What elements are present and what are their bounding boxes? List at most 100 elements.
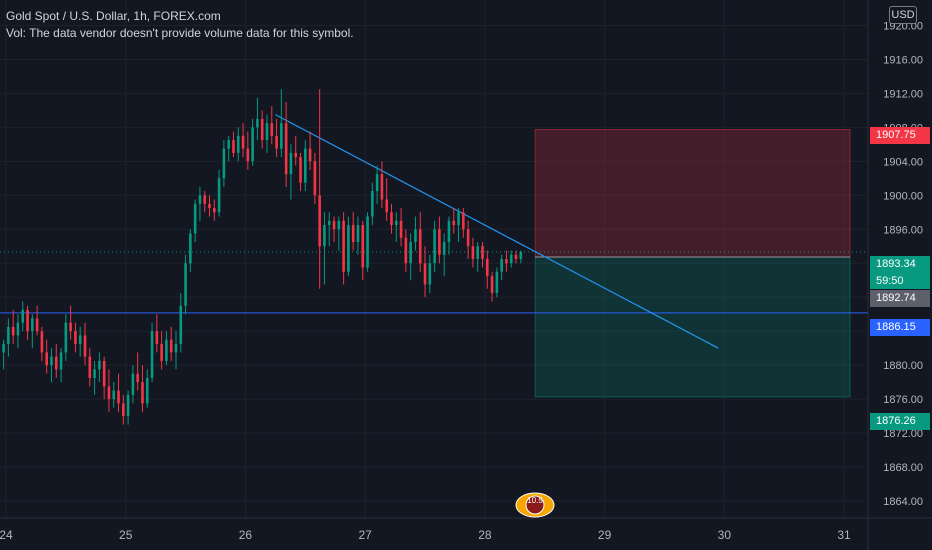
candle-body — [184, 263, 187, 306]
event-badge-label: 10.5 — [527, 496, 543, 505]
candle-body — [145, 377, 149, 404]
x-tick-label: 28 — [478, 528, 492, 542]
target-upper-price-label: 1907.75 — [870, 127, 930, 144]
candle-body — [193, 203, 197, 234]
candle-body — [299, 157, 302, 183]
candle-body — [289, 152, 293, 175]
stop-loss-zone — [534, 129, 851, 258]
candle-body — [390, 212, 393, 226]
candle-body — [236, 135, 240, 153]
candle-body — [481, 246, 484, 259]
candle-body — [385, 199, 389, 213]
candle-body — [399, 220, 403, 238]
candle-body — [361, 225, 365, 268]
candle-body — [69, 322, 72, 332]
candle-body — [303, 148, 307, 183]
candle-body — [150, 331, 154, 378]
candle-body — [519, 251, 523, 259]
candle-body — [332, 220, 336, 230]
y-tick-label: 1912.00 — [883, 88, 923, 100]
candle-body — [16, 322, 20, 336]
y-tick-label: 1872.00 — [883, 428, 923, 440]
candle-body — [222, 148, 226, 179]
candle-body — [375, 174, 379, 192]
candle-body — [122, 403, 125, 417]
candle-body — [54, 356, 58, 370]
candle-body — [471, 246, 475, 259]
x-tick-label: 31 — [837, 528, 851, 542]
candle-body — [380, 174, 384, 200]
candle-body — [457, 212, 460, 226]
candle-body — [342, 220, 345, 272]
candle-body — [98, 360, 101, 370]
candle-body — [78, 335, 82, 344]
x-tick-label: 24 — [0, 528, 13, 542]
candles-layer — [2, 89, 523, 425]
take-profit-zone — [534, 256, 851, 398]
x-tick-label: 29 — [598, 528, 612, 542]
bar-countdown-label: 59:50 — [870, 273, 930, 289]
candle-body — [490, 275, 494, 293]
candle-body — [136, 373, 139, 383]
candle-body — [371, 191, 374, 217]
candle-body — [428, 263, 432, 285]
candle-body — [409, 242, 412, 264]
candle-body — [505, 259, 508, 264]
candle-body — [7, 326, 10, 344]
y-tick-label: 1864.00 — [883, 496, 923, 508]
candle-body — [189, 233, 192, 264]
candle-body — [232, 140, 235, 153]
candle-body — [26, 309, 29, 332]
candle-body — [203, 195, 207, 204]
volume-note: Vol: The data vendor doesn't provide vol… — [6, 26, 354, 40]
candle-body — [337, 220, 341, 230]
y-tick-label: 1880.00 — [883, 360, 923, 372]
candle-body — [318, 195, 321, 247]
entry-price-label: 1892.74 — [870, 290, 930, 307]
candle-body — [394, 220, 398, 226]
candle-body — [126, 394, 130, 417]
y-tick-label: 1916.00 — [883, 54, 923, 66]
candle-body — [308, 148, 312, 162]
candle-body — [208, 203, 211, 209]
candle-body — [74, 331, 77, 344]
candle-body — [217, 178, 221, 213]
candle-body — [2, 343, 5, 353]
candle-body — [107, 386, 111, 400]
candle-body — [45, 352, 48, 366]
candle-body — [35, 318, 39, 332]
currency-button[interactable]: USD — [889, 6, 917, 24]
candle-body — [31, 318, 34, 332]
candle-body — [323, 225, 326, 247]
candle-body — [179, 305, 183, 344]
candle-body — [509, 254, 513, 264]
lines-layer — [0, 114, 868, 349]
symbol-title[interactable]: Gold Spot / U.S. Dollar, 1h, FOREX.com — [6, 9, 221, 23]
candle-body — [514, 254, 518, 259]
candle-body — [131, 373, 135, 395]
candle-body — [112, 390, 116, 400]
y-tick-label: 1900.00 — [883, 190, 923, 202]
candle-body — [11, 326, 15, 336]
candle-body — [351, 225, 355, 243]
candle-body — [213, 208, 216, 213]
candle-body — [270, 123, 274, 136]
candle-body — [452, 220, 456, 226]
x-tick-label: 25 — [119, 528, 133, 542]
candle-body — [260, 118, 264, 141]
candle-body — [500, 259, 503, 272]
candle-body — [275, 135, 278, 149]
x-tick-label: 27 — [358, 528, 372, 542]
target-lower-price-label: 1876.26 — [870, 413, 930, 430]
y-tick-label: 1868.00 — [883, 462, 923, 474]
candle-body — [423, 263, 427, 285]
candle-body — [265, 123, 269, 141]
candle-body — [414, 229, 417, 243]
candle-body — [160, 343, 163, 361]
event-badge-icon[interactable]: 10.5 — [515, 492, 555, 518]
candle-body — [280, 123, 283, 149]
candle-body — [169, 339, 173, 353]
candle-body — [356, 225, 360, 243]
